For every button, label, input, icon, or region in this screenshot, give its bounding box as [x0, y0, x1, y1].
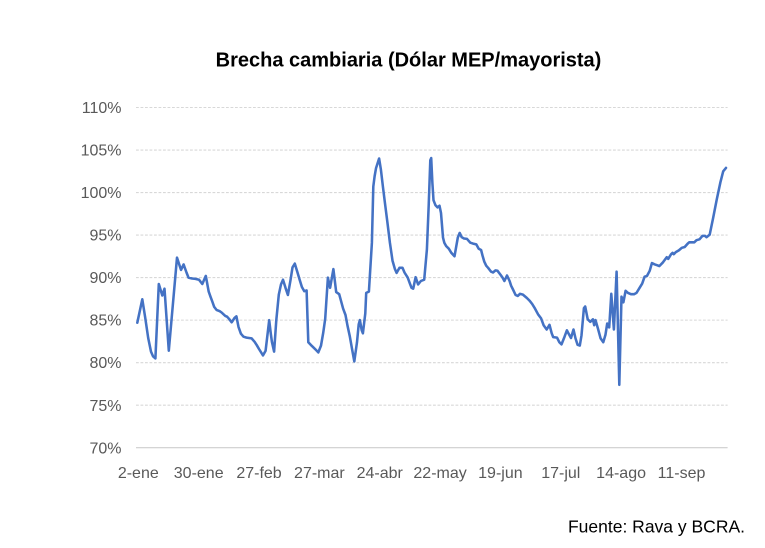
svg-text:90%: 90% [89, 270, 121, 287]
svg-text:75%: 75% [89, 398, 121, 415]
svg-text:85%: 85% [89, 313, 121, 330]
svg-text:105%: 105% [81, 143, 122, 160]
svg-text:2-ene: 2-ene [118, 465, 159, 482]
svg-text:70%: 70% [89, 440, 121, 457]
svg-text:27-feb: 27-feb [236, 465, 281, 482]
svg-text:80%: 80% [89, 355, 121, 372]
svg-text:95%: 95% [89, 228, 121, 245]
svg-text:14-ago: 14-ago [596, 465, 646, 482]
svg-text:22-may: 22-may [413, 465, 466, 482]
svg-text:110%: 110% [82, 100, 122, 117]
svg-text:Brecha cambiaria (Dólar MEP/ma: Brecha cambiaria (Dólar MEP/mayorista) [216, 50, 602, 72]
svg-text:27-mar: 27-mar [294, 465, 345, 482]
svg-text:19-jun: 19-jun [478, 465, 522, 482]
svg-text:Fuente: Rava y BCRA.: Fuente: Rava y BCRA. [568, 517, 745, 537]
svg-text:24-abr: 24-abr [357, 465, 404, 482]
svg-text:100%: 100% [81, 185, 122, 202]
svg-text:17-jul: 17-jul [541, 465, 580, 482]
svg-text:11-sep: 11-sep [658, 465, 706, 482]
svg-text:30-ene: 30-ene [174, 465, 224, 482]
